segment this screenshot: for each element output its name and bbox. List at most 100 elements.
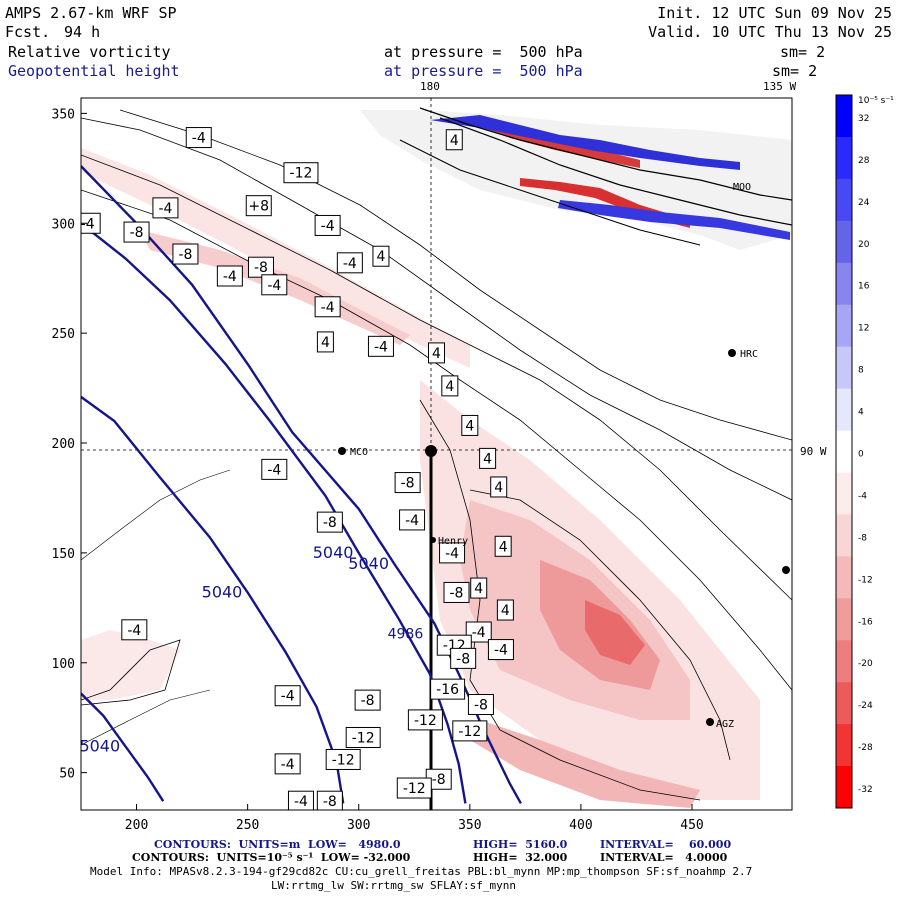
- south-pole-marker: [425, 445, 437, 457]
- colorbar-swatch: [836, 682, 852, 725]
- y-tick-label: 100: [52, 657, 75, 672]
- colorbar-swatch: [836, 556, 852, 599]
- station-markers: MCO Henry HRC AGZ MOO: [338, 182, 790, 730]
- station-dot: [430, 537, 436, 543]
- vorticity-label: -4: [321, 218, 335, 234]
- vorticity-label-box: [428, 342, 445, 364]
- vorticity-label-box: [479, 447, 497, 469]
- vorticity-label: -8: [361, 693, 375, 709]
- convection-blue-streak: [430, 115, 740, 170]
- colorbar-level-label: -8: [858, 533, 867, 543]
- convection-contours-2: [439, 117, 792, 226]
- footer-vorticity-units: CONTOURS: UNITS=10⁻⁵ s⁻¹ LOW= -32.000: [132, 851, 411, 864]
- colorbar-level-label: -12: [858, 575, 873, 585]
- vorticity-label: -4: [472, 625, 486, 641]
- vorticity-label-box: [354, 689, 381, 711]
- vorticity-label-box: [185, 127, 212, 149]
- station-label-agz: AGZ: [716, 719, 734, 730]
- vorticity-label: -8: [450, 585, 464, 601]
- vorticity-label: -4: [445, 546, 459, 562]
- x-tick-label: 450: [680, 818, 703, 833]
- vorticity-label-box: [325, 748, 361, 770]
- vorticity-label: -12: [332, 752, 355, 768]
- vorticity-label: -8: [130, 225, 144, 241]
- vorticity-label: -4: [294, 794, 308, 810]
- vorticity-label: -8: [254, 260, 268, 276]
- vorticity-label-box: [399, 509, 426, 531]
- colorbar-level-label: 0: [858, 450, 864, 460]
- field1-level: at pressure = 500 hPa: [384, 43, 583, 61]
- colorbar-level-label: 28: [858, 156, 870, 166]
- colorbar-level-label: -24: [858, 701, 873, 711]
- footer-vorticity-interval: INTERVAL= 4.0000: [600, 851, 728, 864]
- y-tick-label: 50: [59, 767, 75, 782]
- vorticity-label-box: [345, 726, 381, 748]
- vorticity-label: -12: [458, 724, 481, 740]
- vorticity-label-box: [216, 265, 243, 287]
- init-time: Init. 12 UTC Sun 09 Nov 25: [657, 4, 892, 22]
- vorticity-label-box: [465, 621, 492, 643]
- vorticity-label-box: [407, 709, 443, 731]
- vorticity-contour: [81, 154, 792, 601]
- vorticity-label: -4: [267, 278, 281, 294]
- vorticity-label: 4: [376, 249, 385, 265]
- vorticity-label: 4: [432, 346, 441, 362]
- vorticity-label: 4: [450, 133, 459, 149]
- vorticity-label: -4: [281, 689, 295, 705]
- colorbar-swatch: [836, 95, 852, 138]
- colorbar-swatch: [836, 262, 852, 306]
- colorbar-swatch: [836, 598, 852, 641]
- vorticity-label-box: [81, 212, 101, 234]
- convection-contours: [419, 107, 792, 201]
- colorbar-level-label: -28: [858, 743, 873, 753]
- vorticity-label: -8: [456, 651, 470, 667]
- height-contour-label: 5040: [348, 554, 389, 573]
- colorbar-level-label: 24: [858, 198, 870, 208]
- footer-vorticity-high: HIGH= 32.000: [473, 851, 568, 864]
- vorticity-label-box: [314, 296, 341, 318]
- vorticity-label: 4: [474, 581, 483, 597]
- vorticity-label-box: [467, 694, 494, 716]
- height-contour-line: [81, 395, 345, 804]
- colorbar-level-label: 32: [858, 114, 869, 124]
- vorticity-label-box: [316, 331, 334, 353]
- vorticity-label-box: [450, 647, 477, 669]
- y-tick-label: 150: [52, 547, 75, 562]
- vorticity-label-box: [314, 214, 341, 236]
- y-tick-label: 250: [52, 327, 75, 342]
- vorticity-label-box: [121, 619, 148, 641]
- colorbar-unit: 10⁻⁵ s⁻¹: [858, 96, 894, 106]
- vorticity-west-patch: [81, 630, 180, 700]
- vorticity-label-box: [441, 375, 459, 397]
- vorticity-label: 4: [494, 480, 503, 496]
- vorticity-label-box: [470, 577, 488, 599]
- height-contour-line: [81, 692, 165, 802]
- vorticity-label: -8: [474, 698, 488, 714]
- model-title: AMPS 2.67-km WRF SP: [5, 4, 177, 22]
- vorticity-contour: [81, 117, 792, 501]
- footer-height-units: CONTOURS: UNITS=m LOW= 4980.0: [154, 838, 401, 851]
- colorbar-level-label: 8: [858, 366, 864, 376]
- vorticity-label-box: [394, 472, 421, 494]
- vorticity-label-box: [396, 777, 432, 799]
- vorticity-tail: [470, 720, 700, 808]
- colorbar-swatch: [836, 346, 852, 390]
- valid-time: Valid. 10 UTC Thu 13 Nov 25: [648, 23, 892, 41]
- vorticity-label-box: [274, 685, 301, 707]
- vorticity-label: -12: [414, 713, 437, 729]
- vorticity-label: -4: [192, 131, 206, 147]
- vorticity-label: 4: [321, 335, 330, 351]
- forecast-label: Fcst.: [5, 23, 51, 41]
- footer-model-info: Model Info: MPASv8.2.3-194-gf29cd82c CU:…: [90, 865, 753, 878]
- vorticity-label-box: [274, 753, 301, 775]
- vorticity-label-box: [245, 195, 272, 217]
- plot-frame: [80, 97, 793, 811]
- height-contour-label: 5040: [79, 736, 120, 755]
- vorticity-label: -4: [374, 339, 388, 355]
- vorticity-label-box: [316, 511, 343, 533]
- station-dot: [338, 447, 346, 455]
- y-tick-label: 300: [52, 217, 75, 232]
- vorticity-label: -4: [494, 643, 508, 659]
